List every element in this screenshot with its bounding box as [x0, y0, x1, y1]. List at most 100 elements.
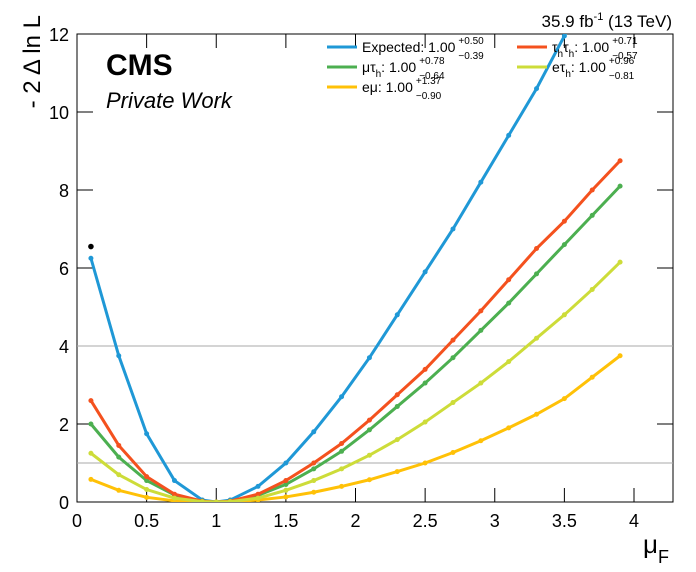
lumi-text: 35.9 fb: [542, 12, 594, 31]
legend-label-text: μτ: [362, 59, 376, 75]
point: [339, 394, 345, 400]
x-tick-label: 4: [629, 511, 639, 531]
legend-uncertainty-down: −0.57: [612, 51, 638, 62]
point: [144, 431, 150, 437]
legend-uncertainty-up: +0.71: [612, 36, 638, 47]
point: [255, 491, 261, 497]
x-tick-label: 2: [350, 511, 360, 531]
legend-label-sub: h: [376, 69, 382, 80]
point: [394, 469, 400, 475]
x-axis-title: μF: [643, 529, 669, 567]
legend-label-text: : 1.00: [574, 39, 609, 55]
point: [116, 442, 122, 448]
point: [506, 277, 512, 283]
point: [422, 460, 428, 466]
point: [506, 425, 512, 431]
point: [283, 460, 289, 466]
point: [534, 271, 540, 277]
point: [478, 327, 484, 333]
point: [339, 441, 345, 446]
legend-label-text: eτ: [552, 59, 566, 75]
point: [422, 366, 428, 372]
legend-label-sub: h: [569, 49, 575, 60]
point: [450, 449, 456, 455]
legend-label-text: : 1.00: [571, 59, 606, 75]
point: [144, 474, 150, 480]
point: [450, 400, 456, 406]
point: [394, 312, 400, 318]
point: [534, 411, 540, 417]
point: [366, 427, 372, 433]
legend-label: τhτh: 1.00: [552, 39, 609, 60]
point: [283, 494, 289, 500]
plot-area: [88, 34, 623, 502]
point: [506, 359, 512, 365]
point: [339, 466, 345, 472]
point: [116, 472, 122, 478]
legend-label-sub: h: [558, 49, 564, 60]
legend-uncertainty-down: −0.64: [419, 71, 445, 82]
point: [561, 34, 567, 39]
point: [171, 495, 177, 501]
point: [561, 218, 567, 224]
legend-uncertainty-down: −0.39: [458, 51, 484, 62]
point: [144, 478, 150, 484]
point: [617, 183, 623, 189]
point: [478, 380, 484, 386]
point: [589, 187, 595, 193]
point: [311, 466, 317, 472]
legend-label-text: Expected: 1.00: [362, 39, 456, 55]
point: [227, 499, 233, 502]
point: [366, 355, 372, 361]
x-tick-label: 1.5: [273, 511, 298, 531]
curve: [89, 34, 568, 502]
chart-subtitle: Private Work: [106, 88, 233, 113]
point: [534, 86, 540, 92]
curve: [89, 185, 622, 502]
point: [561, 396, 567, 402]
y-tick-label: 8: [59, 181, 69, 201]
point: [199, 499, 205, 502]
x-axis-title-sub: F: [658, 547, 669, 567]
point: [450, 337, 456, 343]
point: [478, 179, 484, 185]
legend-label-text: eμ: 1.00: [362, 79, 413, 95]
point: [311, 478, 317, 484]
point: [617, 353, 623, 359]
y-tick-label: 4: [59, 337, 69, 357]
point: [116, 454, 122, 460]
point: [116, 487, 122, 493]
legend-label: eτh: 1.00: [552, 59, 606, 80]
point: [561, 242, 567, 248]
point: [88, 450, 94, 456]
y-tick-label: 12: [49, 25, 69, 45]
point: [255, 495, 261, 501]
legend-label: Expected: 1.00: [362, 39, 456, 55]
x-tick-label: 0.5: [134, 511, 159, 531]
lumi-text: (13 TeV): [603, 12, 672, 31]
point: [311, 429, 317, 435]
point: [394, 437, 400, 443]
legend-label-text: τ: [563, 39, 569, 55]
legend-label: eμ: 1.00: [362, 79, 413, 95]
x-tick-label: 1: [211, 511, 221, 531]
point: [422, 269, 428, 275]
point: [88, 476, 94, 482]
point: [255, 483, 261, 489]
point: [478, 308, 484, 314]
point: [506, 300, 512, 306]
point: [88, 398, 94, 404]
point: [283, 487, 289, 493]
point: [144, 494, 150, 500]
legend-uncertainty-up: +0.78: [419, 56, 445, 67]
point: [422, 380, 428, 386]
curve: [90, 261, 622, 502]
legend-label-text: τ: [552, 39, 558, 55]
point: [171, 478, 177, 484]
point: [394, 403, 400, 409]
point: [534, 246, 540, 251]
point: [311, 460, 317, 466]
y-tick-label: 0: [59, 493, 69, 513]
chart-title: CMS: [106, 49, 173, 82]
point: [88, 421, 94, 427]
